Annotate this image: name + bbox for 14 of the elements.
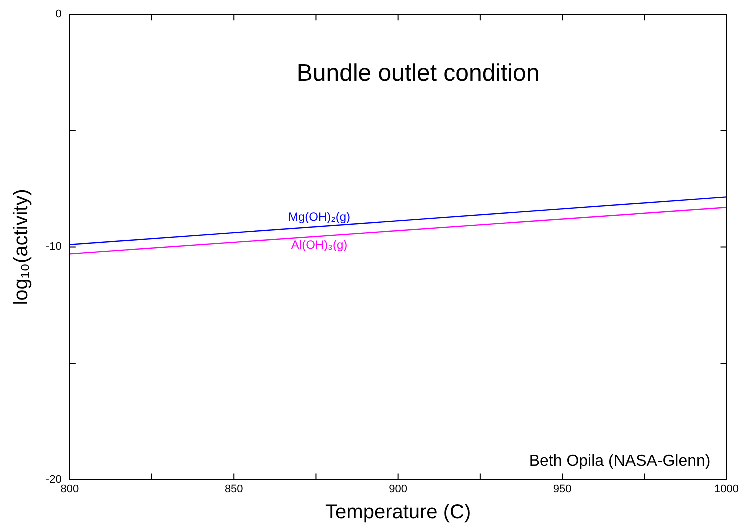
x-tick-label: 800 <box>60 483 80 496</box>
x-tick-label: 850 <box>224 483 244 496</box>
series-label: Mg(OH)₂(g) <box>288 210 351 224</box>
x-tick-label: 1000 <box>714 483 740 496</box>
y-tick-label: -20 <box>46 474 62 486</box>
x-axis-title: Temperature (C) <box>326 502 472 524</box>
y-tick-label: 0 <box>56 8 62 21</box>
x-tick-label: 950 <box>553 483 572 496</box>
series-label: Al(OH)₃(g) <box>291 238 348 252</box>
y-tick-label: -10 <box>46 241 62 254</box>
x-tick-label: 900 <box>389 483 408 496</box>
text: Bundle outlet condition <box>296 60 540 88</box>
y-axis-title: log₁₀(activity) <box>10 189 33 306</box>
annotation: Beth Opila (NASA-Glenn) <box>529 453 711 470</box>
